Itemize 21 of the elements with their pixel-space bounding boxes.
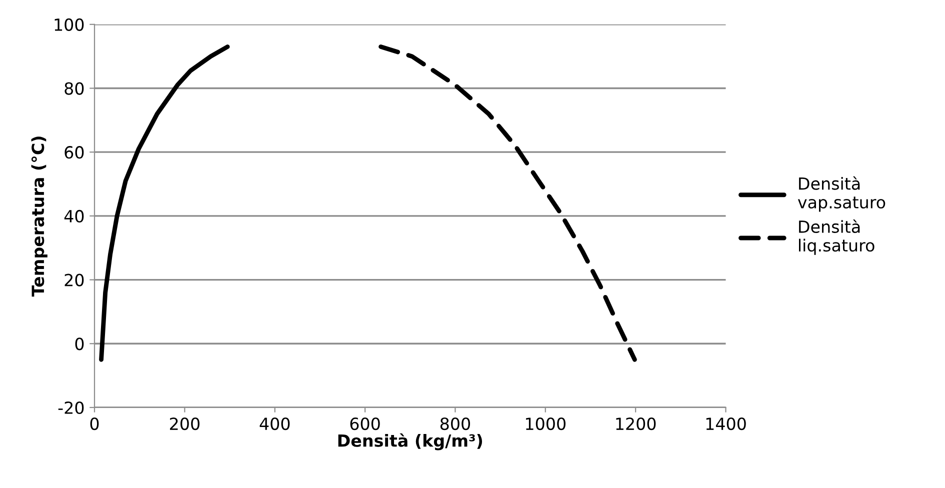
x-tick-label: 0 — [90, 417, 99, 430]
line-series — [99, 44, 230, 362]
x-tick-label: 600 — [350, 417, 380, 430]
x-tick-label: 1000 — [526, 417, 566, 430]
y-tick-label: -20 — [58, 401, 84, 414]
x-tick-label: 1200 — [616, 417, 656, 430]
x-tick-label: 400 — [260, 417, 290, 430]
y-tick-label: 100 — [54, 18, 84, 31]
x-tick-label: 800 — [440, 417, 470, 430]
x-tick-label: 1400 — [706, 417, 746, 430]
legend-label: Densità vap.saturo — [798, 176, 886, 212]
y-axis-title: Temperatura (°C) — [31, 136, 48, 297]
line-series — [378, 44, 637, 362]
y-tick-label: 60 — [64, 146, 84, 159]
y-tick-label: 80 — [64, 82, 84, 95]
y-tick-label: 20 — [64, 274, 84, 286]
x-tick-label: 200 — [170, 417, 200, 430]
legend-label: Densità liq.saturo — [798, 219, 874, 255]
y-tick-label: 0 — [75, 338, 84, 350]
x-axis-title: Densità (kg/m³) — [338, 433, 482, 450]
y-tick-label: 40 — [64, 210, 84, 223]
